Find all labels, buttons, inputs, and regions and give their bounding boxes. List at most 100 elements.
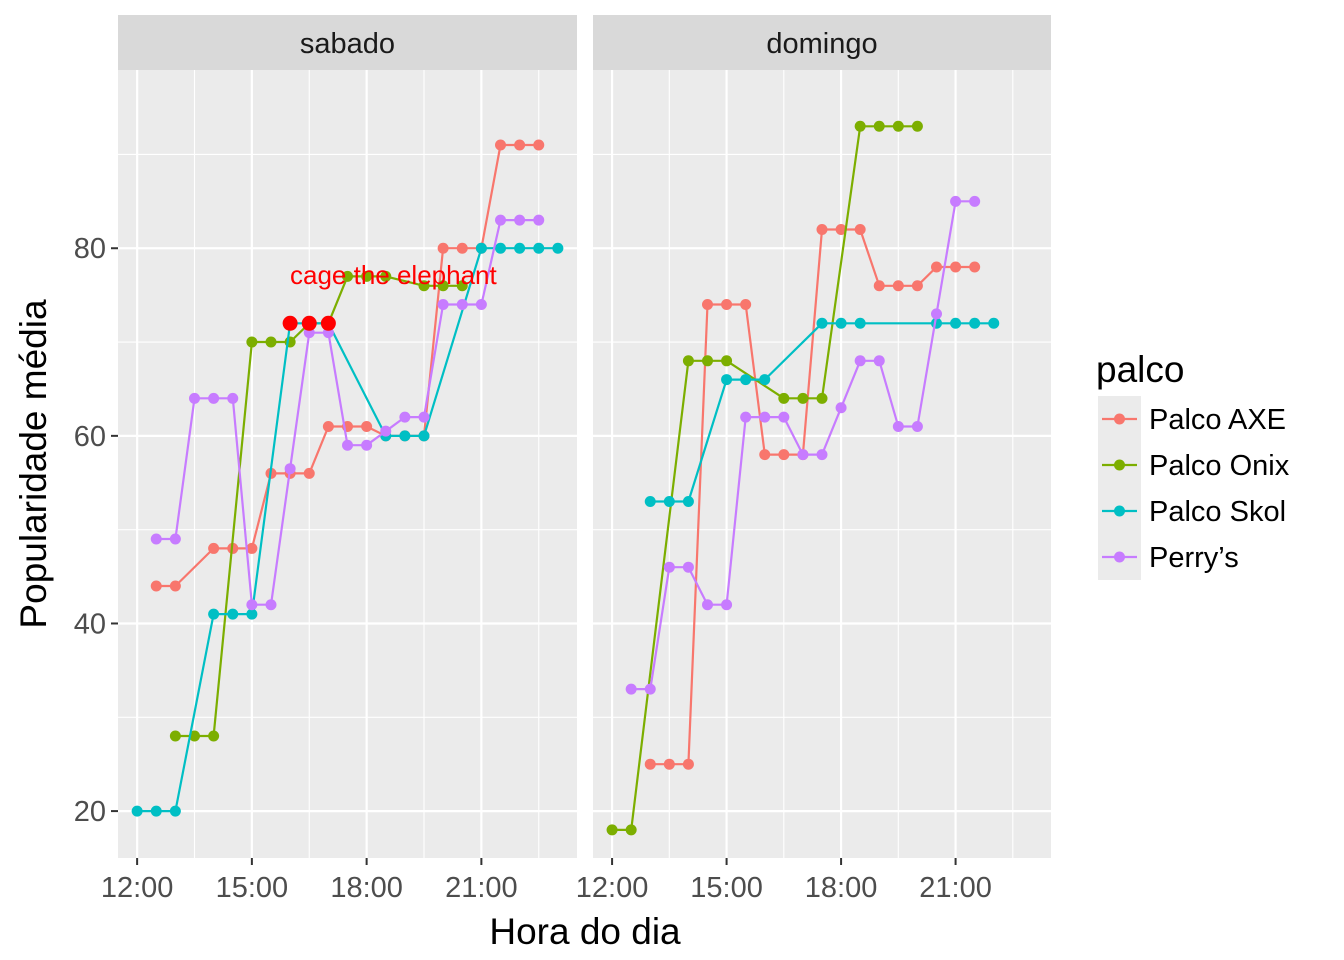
highlight-point (282, 315, 298, 331)
legend-item-palco-axe: Palco AXE (1098, 396, 1286, 442)
data-point-perry-s (227, 392, 239, 404)
x-tick-label: 21:00 (445, 872, 518, 904)
data-point-palco-skol (816, 317, 828, 329)
data-point-palco-onix (854, 120, 866, 132)
data-point-palco-skol (740, 374, 752, 386)
data-point-palco-axe (892, 280, 904, 292)
legend-title: palco (1096, 349, 1184, 390)
data-point-palco-onix (702, 355, 713, 367)
data-point-palco-onix (208, 730, 220, 742)
panel-sabado-highlight (282, 315, 336, 331)
data-point-palco-onix (265, 336, 277, 348)
strip-label-sabado: sabado (300, 28, 395, 60)
data-point-palco-skol (514, 242, 526, 254)
data-point-palco-axe (644, 758, 656, 770)
data-point-perry-s (682, 561, 694, 573)
data-point-perry-s (189, 392, 200, 404)
x-tick-label: 12:00 (576, 872, 649, 904)
series-palco-axe (644, 223, 981, 770)
data-point-palco-skol (988, 317, 1000, 329)
data-point-palco-axe (322, 420, 334, 432)
data-point-palco-axe (931, 261, 942, 273)
data-point-palco-onix (456, 280, 468, 292)
data-point-perry-s (854, 355, 866, 367)
data-point-palco-axe (702, 299, 713, 311)
data-point-perry-s (533, 214, 545, 226)
data-point-perry-s (759, 411, 771, 423)
data-point-perry-s (418, 411, 430, 423)
data-point-palco-onix (625, 824, 637, 836)
data-point-palco-skol (533, 242, 545, 254)
data-point-palco-axe (873, 280, 885, 292)
data-point-palco-skol (950, 317, 962, 329)
data-point-palco-axe (303, 467, 315, 479)
data-point-perry-s (702, 599, 713, 611)
data-point-perry-s (721, 599, 733, 611)
data-point-perry-s (816, 449, 828, 461)
highlight-point (320, 315, 336, 331)
data-point-palco-axe (969, 261, 981, 273)
y-tick-label: 20 (74, 796, 106, 828)
x-tick-label: 18:00 (805, 872, 878, 904)
x-tick-label: 15:00 (690, 872, 763, 904)
data-point-palco-axe (495, 139, 506, 151)
data-point-perry-s (931, 308, 942, 320)
data-point-palco-skol (663, 496, 675, 508)
data-point-perry-s (380, 425, 392, 437)
highlight-point (301, 315, 317, 331)
data-point-palco-axe (778, 449, 790, 461)
data-point-palco-axe (816, 223, 828, 235)
data-point-perry-s (169, 533, 181, 545)
data-point-perry-s (208, 392, 220, 404)
legend-item-palco-skol: Palco Skol (1098, 488, 1286, 534)
data-point-palco-onix (361, 270, 373, 282)
data-point-palco-axe (835, 223, 847, 235)
data-point-palco-onix (606, 824, 618, 836)
x-axis-title: Hora do dia (489, 911, 681, 952)
data-point-perry-s (246, 599, 258, 611)
data-point-palco-onix (873, 120, 885, 132)
data-point-palco-axe (663, 758, 675, 770)
data-point-palco-skol (399, 430, 411, 442)
x-axis-domingo: 12:00 15:00 18:00 21:00 (576, 858, 992, 904)
y-axis: 20 40 60 80 (74, 233, 118, 828)
data-point-perry-s (835, 402, 847, 414)
data-point-perry-s (361, 439, 373, 451)
y-tick-label: 60 (74, 421, 106, 453)
data-point-palco-skol (854, 317, 866, 329)
data-point-perry-s (514, 214, 526, 226)
data-point-perry-s (456, 299, 468, 311)
data-point-palco-axe (950, 261, 962, 273)
data-point-palco-skol (835, 317, 847, 329)
legend-key-point (1114, 505, 1125, 517)
data-point-perry-s (969, 195, 981, 207)
legend: palco Palco AXE Palco Onix Palco Skol Perry… (1096, 349, 1290, 580)
x-tick-label: 21:00 (919, 872, 992, 904)
panel-sabado-series (131, 139, 564, 817)
data-point-perry-s (475, 299, 487, 311)
panel-domingo-grid (593, 70, 1051, 858)
legend-label: Palco Onix (1149, 450, 1290, 482)
data-point-palco-skol (721, 374, 733, 386)
series-line-palco-skol (137, 247, 558, 813)
data-point-palco-axe (533, 139, 545, 151)
data-point-palco-axe (456, 242, 468, 254)
data-point-palco-axe (682, 758, 694, 770)
data-point-palco-onix (246, 336, 258, 348)
data-point-perry-s (150, 533, 162, 545)
legend-key-point (1114, 413, 1125, 425)
data-point-perry-s (740, 411, 752, 423)
strip-sabado-bg (118, 15, 577, 70)
data-point-palco-onix (418, 280, 430, 292)
data-point-palco-onix (721, 355, 733, 367)
data-point-perry-s (495, 214, 506, 226)
panel-domingo: domingo (593, 15, 1051, 858)
data-point-palco-axe (854, 223, 866, 235)
legend-label: Perry’s (1149, 542, 1239, 574)
y-tick-label: 40 (74, 608, 106, 640)
data-point-palco-skol (150, 805, 162, 817)
data-point-perry-s (265, 599, 277, 611)
annotation-cage-the-elephant: cage the elephant (290, 260, 498, 290)
data-point-palco-axe (514, 139, 526, 151)
data-point-palco-onix (892, 120, 904, 132)
